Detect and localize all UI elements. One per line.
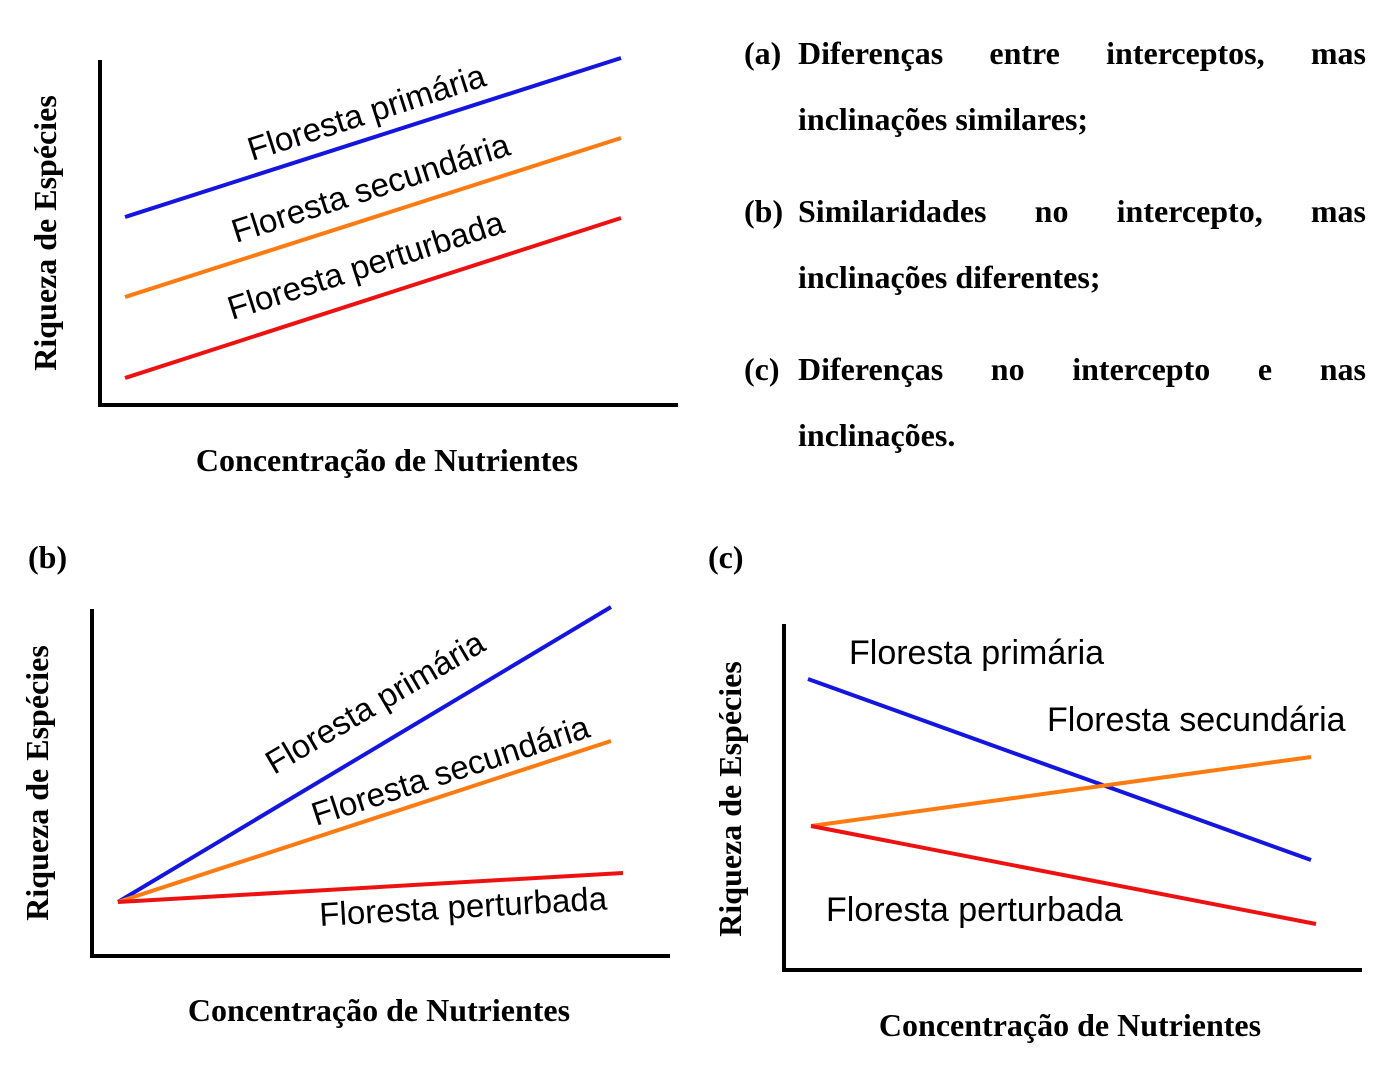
legend-tag: (b) — [744, 193, 784, 229]
legend-item-c: (c) Diferenças no intercepto e nas incli… — [744, 336, 1366, 468]
panel-c: (c) Riqueza de Espécies Concentração de … — [708, 539, 1362, 1043]
panel-c-ylabel: Riqueza de Espécies — [712, 661, 748, 937]
panel-b: (b) Riqueza de Espécies Concentração de … — [19, 539, 670, 1028]
legend-tag: (c) — [744, 351, 780, 387]
panel-a: Riqueza de Espécies Concentração de Nutr… — [27, 56, 678, 478]
panel-b-tag: (b) — [28, 539, 67, 575]
legend-text: Diferenças no intercepto e nas inclinaçõ… — [798, 351, 1366, 453]
panel-b-line-secondary — [117, 739, 612, 904]
panel-a-line-disturbed — [124, 216, 622, 380]
panel-b-line-disturbed — [117, 871, 624, 904]
panel-c-tag: (c) — [708, 539, 744, 575]
legend-item-a: (a) Diferenças entre interceptos, mas in… — [744, 20, 1366, 152]
panel-c-label-secondary: Floresta secundária — [1047, 701, 1346, 739]
panel-c-line-disturbed — [810, 824, 1317, 926]
panel-c-xlabel: Concentração de Nutrientes — [879, 1007, 1261, 1043]
panel-c-label-primary: Floresta primária — [849, 634, 1104, 672]
legend-tag: (a) — [744, 35, 782, 71]
panel-a-ylabel: Riqueza de Espécies — [27, 95, 63, 371]
panel-b-xlabel: Concentração de Nutrientes — [188, 992, 570, 1028]
panel-b-line-primary — [116, 605, 613, 904]
panel-c-label-disturbed: Floresta perturbada — [826, 891, 1123, 929]
legend-text: Diferenças entre interceptos, mas inclin… — [798, 35, 1366, 137]
panel-a-line-primary — [124, 56, 622, 219]
panel-a-line-secondary — [124, 136, 622, 299]
legend-text: Similaridades no intercepto, mas inclina… — [798, 193, 1366, 295]
panel-a-xlabel: Concentração de Nutrientes — [196, 442, 578, 478]
panel-c-line-primary — [807, 677, 1312, 862]
panel-c-line-secondary — [810, 755, 1312, 828]
legend: (a) Diferenças entre interceptos, mas in… — [744, 20, 1366, 468]
panel-b-ylabel: Riqueza de Espécies — [19, 645, 55, 921]
legend-item-b: (b) Similaridades no intercepto, mas inc… — [744, 178, 1366, 310]
